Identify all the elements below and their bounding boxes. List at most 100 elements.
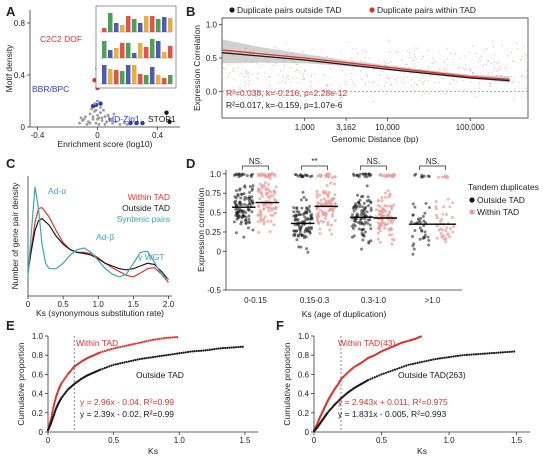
b-x-tick-label: 100,000 [456,123,485,132]
f-y-tick-label: 0.6 [298,370,310,379]
d-point-black [365,221,369,225]
b-point [304,69,306,71]
e-point-black [210,348,214,351]
d-point-pink [258,209,262,213]
e-point-black [204,349,207,352]
e-point-black [193,350,196,353]
d-point-pink [324,212,328,216]
d-point-black [234,203,238,207]
a-point-black [164,110,169,115]
d-point-black [295,238,299,242]
d-point-pink [447,235,451,239]
b-point [387,39,390,41]
e-point-black [105,366,109,369]
e-point-black [226,346,229,349]
b-point [245,60,247,62]
b-point [237,66,239,69]
f-point-black [434,357,437,361]
d-point-pink [390,242,394,246]
b-point [282,59,284,62]
b-point [414,47,417,49]
f-series-label: Outside TAD(263) [398,370,466,380]
f-point-black [380,373,383,376]
d-point-black [362,172,366,176]
d-point-pink [376,231,380,235]
b-point [290,81,292,83]
c-density-line-cyan [27,186,169,281]
d-point-pink [452,225,456,229]
d-point-pink [261,218,265,222]
f-fit-equation: y = 1.831x - 0.005, R²=0.993 [338,409,446,419]
d-point-pink [326,223,330,227]
d-point-black [292,229,296,233]
d-category-label: 0-0.15 [244,296,267,305]
d-point-pink [442,234,446,238]
d-point-pink [266,219,270,223]
d-point-black [251,184,255,188]
b-point [350,72,352,74]
d-point-black [355,205,359,209]
b-point [232,70,234,72]
e-point-black [189,350,192,353]
d-point-pink [266,183,270,187]
b-point [254,95,257,97]
d-point-black [351,226,355,230]
e-series-label: Within TAD [76,338,118,348]
e-point-black [213,348,216,351]
a-logo-letter [126,43,131,58]
b-point [285,80,287,83]
e-point-red [62,379,65,382]
b-point [390,61,392,63]
a-logo-letter [144,47,149,58]
d-point-pink [446,197,450,201]
d-point-pink [316,215,320,219]
e-point-red [119,345,122,349]
a-logo-letter [108,69,113,84]
e-point-black [169,353,172,356]
b-point [366,75,369,77]
b-point [480,55,483,58]
d-point-pink [390,207,394,211]
a-x-tick-label: 0.4 [152,131,164,140]
b-point [373,68,375,70]
e-point-red [138,341,141,344]
a-point-red [92,78,97,83]
b-point [438,82,440,84]
f-point-black [389,370,392,373]
a-logo-letter [138,43,143,58]
b-point [521,56,523,58]
f-point-black [402,365,406,368]
d-legend-marker [469,197,475,203]
b-point [269,76,271,79]
b-point [384,64,386,66]
e-point-black [127,360,131,363]
b-point [278,74,280,76]
d-point-black [247,217,251,221]
b-point [499,66,502,68]
a-logo-letter [168,46,173,58]
a-point-gray [123,121,126,125]
b-point [455,80,458,83]
d-significance-label: NS. [426,157,439,166]
f-point-black [463,353,466,357]
b-point [367,81,370,83]
d-point-pink [331,212,335,216]
f-point-black [371,377,374,380]
b-point [523,58,526,60]
b-point [383,85,385,87]
d-point-black [310,217,314,221]
b-point [400,59,403,61]
e-point-black [235,346,238,349]
e-point-red [171,336,174,339]
b-point [303,78,305,81]
e-point-black [136,358,139,361]
b-point [362,49,364,52]
d-point-black [360,247,364,251]
e-point-black [112,363,115,366]
d-point-black [350,224,354,228]
b-point [305,91,307,94]
d-point-pink [383,204,387,208]
b-point [239,88,241,90]
b-point [318,55,321,58]
e-point-black [125,360,128,364]
